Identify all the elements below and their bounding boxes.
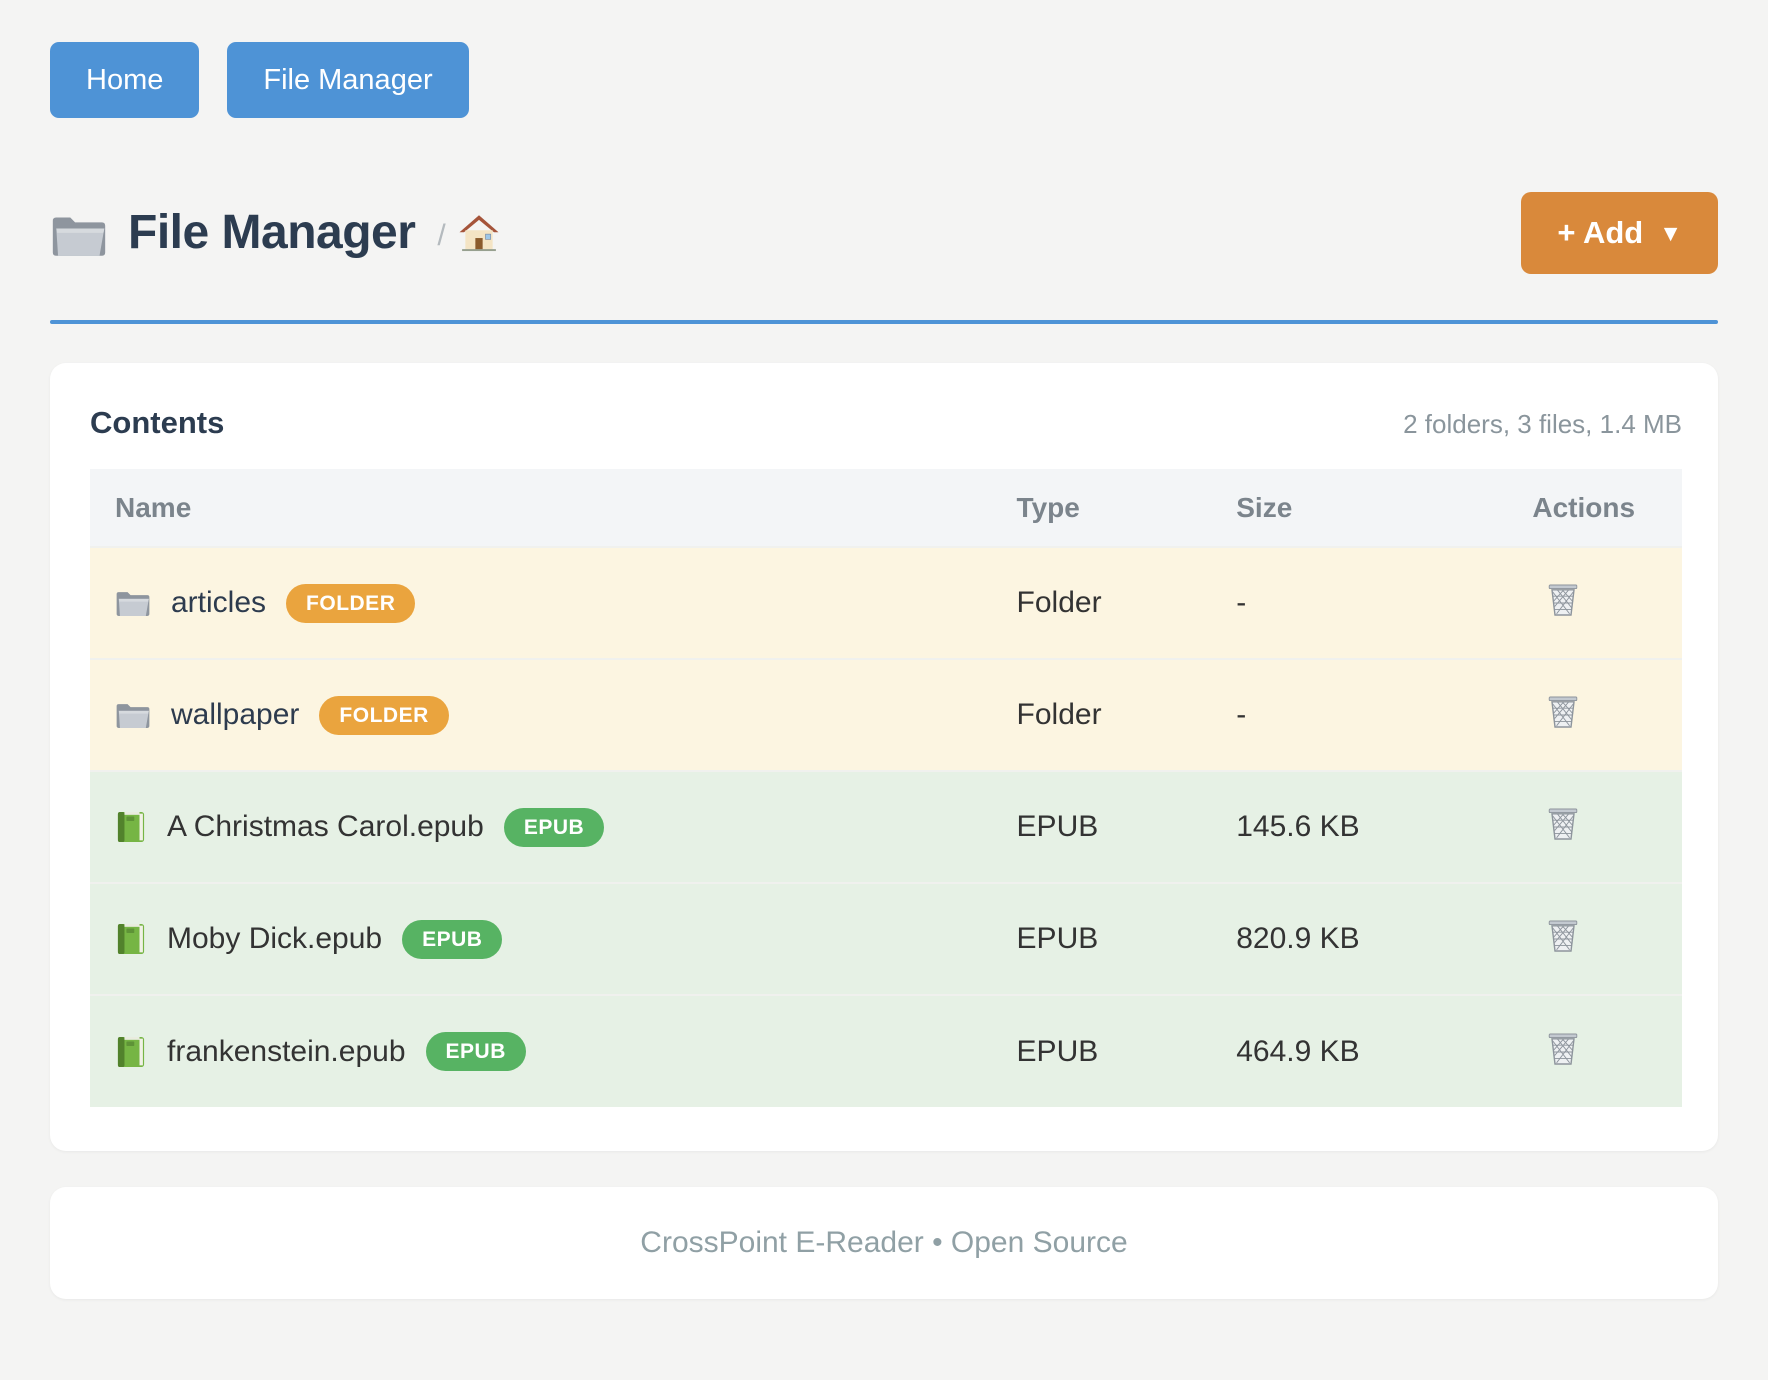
entry-name[interactable]: wallpaper bbox=[171, 698, 300, 731]
book-icon bbox=[115, 922, 147, 956]
type-badge: EPUB bbox=[425, 1032, 526, 1071]
entry-size: 145.6 KB bbox=[1236, 770, 1533, 883]
title-group: File Manager / bbox=[50, 205, 500, 260]
contents-summary: 2 folders, 3 files, 1.4 MB bbox=[1403, 409, 1682, 439]
entry-size: 820.9 KB bbox=[1236, 882, 1533, 995]
contents-title: Contents bbox=[90, 405, 225, 440]
entry-type: EPUB bbox=[1016, 882, 1237, 995]
folder-icon bbox=[115, 700, 151, 730]
table-row[interactable]: wallpaper FOLDER Folder - bbox=[90, 658, 1682, 771]
column-header-actions: Actions bbox=[1532, 469, 1682, 547]
trash-icon bbox=[1546, 917, 1580, 953]
entry-size: 464.9 KB bbox=[1236, 994, 1533, 1107]
type-badge: FOLDER bbox=[319, 695, 449, 735]
delete-button[interactable] bbox=[1532, 1030, 1580, 1066]
entry-type: Folder bbox=[1016, 546, 1237, 659]
entry-name[interactable]: A Christmas Carol.epub bbox=[167, 810, 484, 843]
table-header-row: Name Type Size Actions bbox=[90, 469, 1682, 547]
page-title: File Manager bbox=[128, 205, 416, 259]
top-nav: Home File Manager bbox=[50, 42, 1718, 118]
table-row[interactable]: articles FOLDER Folder - bbox=[90, 546, 1682, 659]
file-table: Name Type Size Actions articles FOLDER F… bbox=[90, 469, 1682, 1107]
page-header: File Manager / + Add ▼ bbox=[50, 192, 1718, 274]
house-icon[interactable] bbox=[458, 214, 500, 253]
chevron-down-icon: ▼ bbox=[1659, 219, 1682, 246]
nav-home-button[interactable]: Home bbox=[50, 42, 200, 118]
entry-size: - bbox=[1236, 546, 1533, 659]
trash-icon bbox=[1546, 1030, 1580, 1066]
header-divider bbox=[50, 320, 1718, 324]
contents-panel: Contents 2 folders, 3 files, 1.4 MB Name… bbox=[50, 363, 1718, 1151]
table-row[interactable]: frankenstein.epub EPUB EPUB 464.9 KB bbox=[90, 994, 1682, 1107]
entry-type: EPUB bbox=[1016, 994, 1237, 1107]
delete-button[interactable] bbox=[1532, 917, 1580, 953]
type-badge: FOLDER bbox=[286, 583, 416, 623]
delete-button[interactable] bbox=[1532, 693, 1580, 729]
entry-type: Folder bbox=[1016, 658, 1237, 771]
type-badge: EPUB bbox=[402, 919, 503, 959]
breadcrumb: / bbox=[437, 214, 499, 259]
column-header-name: Name bbox=[90, 469, 1017, 547]
table-row[interactable]: A Christmas Carol.epub EPUB EPUB 145.6 K… bbox=[90, 770, 1682, 883]
entry-type: EPUB bbox=[1016, 770, 1237, 883]
folder-icon bbox=[50, 211, 108, 259]
delete-button[interactable] bbox=[1532, 805, 1580, 841]
table-row[interactable]: Moby Dick.epub EPUB EPUB 820.9 KB bbox=[90, 882, 1682, 995]
folder-icon bbox=[115, 588, 151, 618]
contents-panel-header: Contents 2 folders, 3 files, 1.4 MB bbox=[90, 405, 1682, 441]
trash-icon bbox=[1546, 805, 1580, 841]
delete-button[interactable] bbox=[1532, 581, 1580, 617]
entry-name[interactable]: frankenstein.epub bbox=[167, 1034, 406, 1068]
add-button-label: + Add bbox=[1557, 215, 1644, 250]
trash-icon bbox=[1546, 581, 1580, 617]
book-icon bbox=[115, 810, 147, 844]
page: Home File Manager File Manager / + Add ▼… bbox=[50, 42, 1718, 1299]
add-button[interactable]: + Add ▼ bbox=[1521, 192, 1718, 274]
nav-file-manager-button[interactable]: File Manager bbox=[227, 42, 469, 118]
breadcrumb-separator: / bbox=[437, 219, 446, 253]
footer: CrossPoint E-Reader • Open Source bbox=[50, 1187, 1718, 1299]
footer-text: CrossPoint E-Reader • Open Source bbox=[640, 1226, 1128, 1259]
column-header-type: Type bbox=[1016, 469, 1237, 547]
trash-icon bbox=[1546, 693, 1580, 729]
entry-name[interactable]: Moby Dick.epub bbox=[167, 922, 383, 955]
entry-size: - bbox=[1236, 658, 1533, 771]
column-header-size: Size bbox=[1236, 469, 1533, 547]
type-badge: EPUB bbox=[503, 807, 605, 847]
book-icon bbox=[115, 1035, 147, 1069]
entry-name[interactable]: articles bbox=[171, 586, 267, 619]
